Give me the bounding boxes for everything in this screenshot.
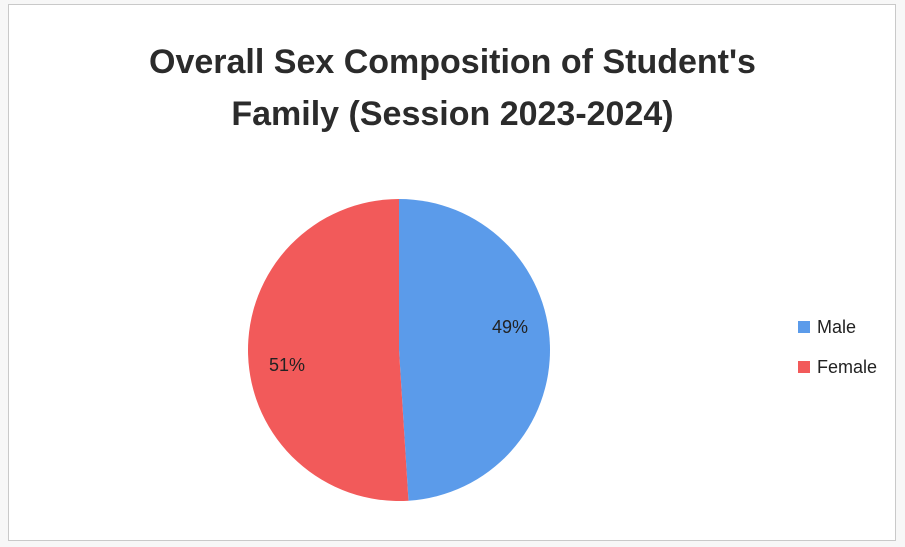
pie-slice-labels: 49% 51% <box>269 317 528 375</box>
chart-title: Overall Sex Composition of Student's Fam… <box>0 36 905 140</box>
legend-label-male: Male <box>817 317 856 337</box>
pie-slice-male <box>399 199 550 501</box>
legend-label-female: Female <box>817 357 877 377</box>
slice-label-female: 51% <box>269 355 305 375</box>
slice-label-male: 49% <box>492 317 528 337</box>
chart-legend: Male Female <box>798 317 877 377</box>
legend-swatch-female <box>798 361 810 373</box>
legend-swatch-male <box>798 321 810 333</box>
chart-title-line-2: Family (Session 2023-2024) <box>231 95 674 133</box>
pie-slices <box>247 199 550 502</box>
chart-title-line-1: Overall Sex Composition of Student's <box>149 43 756 81</box>
pie-slice-female <box>247 199 409 502</box>
